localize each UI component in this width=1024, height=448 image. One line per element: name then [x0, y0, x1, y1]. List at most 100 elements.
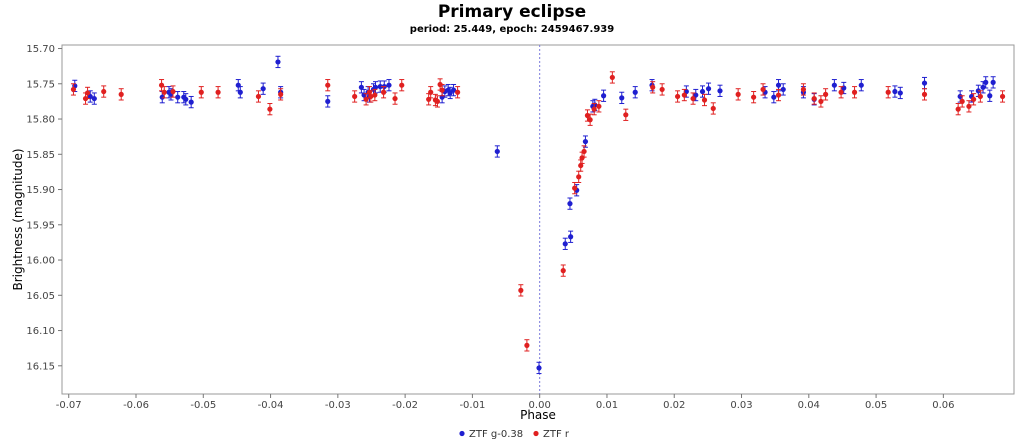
ztf-g-point — [159, 94, 165, 100]
ztf-g-point — [358, 84, 364, 90]
ztf-r-point — [118, 91, 124, 97]
ztf-g-point — [858, 82, 864, 88]
ztf-r-point — [800, 86, 807, 93]
ztf-r-point — [811, 95, 817, 102]
ztf-r-point — [885, 89, 891, 95]
ztf-r-point — [267, 106, 273, 112]
ztf-g-point — [582, 138, 589, 145]
ztf-g-point — [693, 92, 699, 98]
ztf-g-point — [892, 88, 898, 95]
ztf-g-point — [600, 93, 607, 99]
ztf-g-point — [175, 94, 181, 100]
ztf-r-point — [524, 342, 530, 348]
ztf-r-point — [681, 92, 687, 98]
y-tick-label: 15.70 — [26, 44, 55, 55]
y-tick-label: 16.00 — [26, 256, 55, 267]
ztf-r-point — [434, 98, 441, 105]
ztf-g-point — [87, 93, 93, 100]
ztf-r-point — [560, 268, 566, 274]
ztf-g-point — [619, 95, 625, 101]
ztf-g-point — [386, 82, 392, 88]
ztf-g-point — [562, 241, 568, 247]
ztf-g-point — [980, 84, 986, 90]
x-tick-label: -0.06 — [123, 400, 149, 411]
legend-marker-ztf-g — [459, 430, 465, 437]
ztf-r-point — [428, 89, 434, 95]
ztf-r-point — [578, 162, 584, 169]
ztf-r-point — [372, 92, 378, 98]
ztf-g-point — [325, 98, 331, 105]
ztf-r-point — [399, 82, 405, 88]
y-tick-label: 15.75 — [26, 79, 55, 90]
ztf-r-point — [215, 89, 221, 95]
ztf-g-point — [990, 79, 996, 85]
ztf-r-point — [710, 105, 716, 112]
ztf-r-point — [959, 98, 965, 105]
ztf-g-point — [237, 89, 243, 95]
x-tick-label: 0.03 — [730, 400, 752, 411]
ztf-g-point — [567, 201, 573, 207]
ztf-r-point — [823, 91, 829, 97]
chart-subtitle: period: 25.449, epoch: 2459467.939 — [409, 24, 615, 35]
legend-marker-ztf-r — [533, 430, 539, 437]
ztf-r-point — [650, 84, 656, 90]
ztf-r-point — [255, 93, 262, 100]
ztf-r-point — [971, 96, 977, 102]
ztf-r-point — [701, 97, 708, 103]
ztf-r-point — [161, 89, 167, 95]
ztf-g-point — [183, 96, 189, 102]
legend-label-ztf-g: ZTF g-0.38 — [469, 429, 523, 440]
ztf-r-point — [198, 89, 204, 95]
y-tick-label: 16.10 — [26, 326, 55, 337]
ztf-r-point — [955, 106, 961, 112]
ztf-g-point — [771, 94, 777, 100]
y-tick-label: 16.15 — [26, 361, 55, 372]
ztf-g-point — [921, 80, 928, 86]
ztf-r-point — [84, 90, 91, 96]
ztf-g-point — [377, 83, 383, 90]
plot-area — [61, 44, 1015, 395]
ztf-r-point — [851, 89, 858, 95]
x-tick-label: -0.04 — [258, 400, 284, 411]
ztf-r-point — [392, 95, 398, 102]
ztf-r-point — [587, 117, 593, 123]
ztf-r-point — [576, 174, 582, 180]
ztf-g-point — [188, 99, 194, 105]
y-axis-label: Brightness (magnitude) — [11, 148, 25, 290]
x-tick-label: -0.01 — [459, 400, 485, 411]
y-tick-label: 16.05 — [26, 291, 55, 302]
ztf-g-point — [260, 86, 266, 92]
ztf-g-point — [275, 59, 281, 65]
y-tick-label: 15.90 — [26, 185, 55, 196]
ztf-r-point — [623, 112, 629, 118]
x-tick-label: 0.01 — [596, 400, 618, 411]
x-tick-label: -0.05 — [190, 400, 216, 411]
ztf-g-point — [91, 95, 97, 102]
ztf-r-point — [775, 92, 782, 98]
ztf-r-point — [352, 93, 358, 100]
ztf-r-point — [581, 148, 587, 155]
ztf-r-point — [838, 89, 844, 95]
ztf-r-point — [818, 98, 824, 105]
ztf-g-point — [897, 90, 903, 96]
ztf-g-point — [831, 82, 837, 88]
ztf-r-point — [735, 91, 741, 97]
ztf-r-point — [455, 89, 461, 95]
ztf-r-point — [591, 106, 597, 112]
y-tick-label: 15.80 — [26, 115, 55, 126]
ztf-r-point — [439, 87, 445, 93]
ztf-r-point — [368, 93, 374, 100]
ztf-r-point — [966, 103, 972, 109]
ztf-r-point — [921, 91, 928, 97]
ztf-g-point — [957, 93, 963, 100]
ztf-g-point — [987, 93, 993, 99]
ztf-g-point — [494, 148, 500, 155]
ztf-r-point — [675, 93, 681, 100]
x-axis-label: Phase — [520, 408, 556, 422]
x-tick-label: 0.05 — [865, 400, 887, 411]
ztf-r-point — [101, 88, 107, 95]
ztf-g-point — [536, 365, 542, 371]
ztf-r-point — [579, 155, 585, 161]
ztf-g-point — [983, 79, 989, 85]
